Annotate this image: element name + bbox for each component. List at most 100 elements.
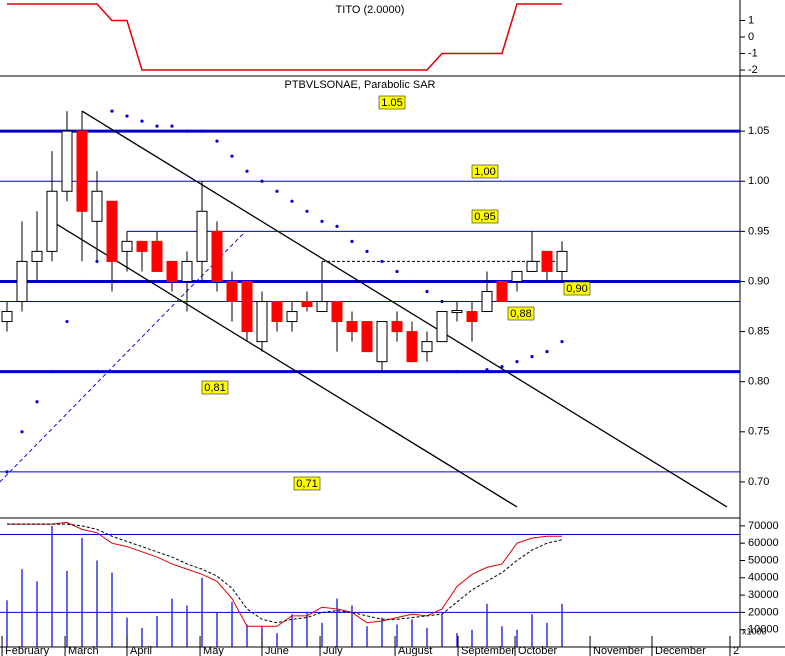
sar-dot bbox=[440, 299, 444, 304]
y-tick-label: 0.70 bbox=[748, 476, 769, 488]
indicator-line bbox=[7, 3, 562, 71]
sar-dot bbox=[455, 370, 459, 374]
sar-dot bbox=[470, 370, 474, 374]
sar-dot bbox=[230, 154, 234, 158]
x-tick-label: November bbox=[593, 645, 644, 656]
level-label-box bbox=[563, 281, 591, 296]
candle-body bbox=[556, 250, 568, 272]
sar-dot bbox=[275, 189, 279, 193]
sar-dot bbox=[50, 370, 54, 374]
trend-line bbox=[0, 230, 246, 483]
y-tick-label: 20000 bbox=[748, 606, 779, 618]
y-tick-label: -1 bbox=[748, 47, 758, 59]
level-label: 1,00 bbox=[474, 166, 495, 178]
x-tick-label: September bbox=[461, 645, 515, 656]
candle-body bbox=[31, 250, 43, 262]
y-tick-label: 0.90 bbox=[748, 275, 769, 287]
candle-body bbox=[76, 130, 88, 212]
sar-dot bbox=[155, 124, 159, 128]
x-tick-label: May bbox=[203, 645, 224, 656]
level-label-box bbox=[293, 476, 321, 491]
candle-body bbox=[526, 260, 538, 272]
sar-dot bbox=[380, 259, 384, 264]
candle-body bbox=[286, 311, 298, 323]
candle-body bbox=[496, 280, 508, 303]
candle-body bbox=[241, 280, 253, 333]
sar-dot bbox=[425, 289, 429, 294]
x-tick-label: June bbox=[265, 645, 289, 656]
y-tick-label: -2 bbox=[748, 64, 758, 76]
candle-body bbox=[91, 190, 103, 222]
candle-body bbox=[151, 240, 163, 272]
y-tick-label: 40000 bbox=[748, 572, 779, 584]
y-tick-label: 60000 bbox=[748, 537, 779, 549]
y-tick-label: 0.75 bbox=[748, 426, 769, 438]
sar-dot bbox=[200, 129, 204, 133]
sar-dot bbox=[290, 199, 294, 203]
y-tick-label: 1.05 bbox=[748, 125, 769, 137]
level-label-box bbox=[378, 95, 406, 110]
sar-dot bbox=[185, 129, 189, 133]
level-label-box bbox=[507, 306, 535, 321]
level-label: 0,88 bbox=[510, 308, 531, 320]
level-label: 0,81 bbox=[204, 382, 225, 394]
sar-dot bbox=[110, 109, 114, 113]
y-tick-label: 70000 bbox=[748, 520, 779, 532]
candle-body bbox=[421, 341, 433, 353]
sar-dot bbox=[35, 400, 39, 404]
y-tick-label: 1.00 bbox=[748, 175, 769, 187]
candle-body bbox=[226, 280, 238, 303]
sar-dot bbox=[95, 259, 99, 264]
sar-dot bbox=[530, 355, 534, 359]
candle-body bbox=[466, 311, 478, 323]
level-label: 1.05 bbox=[381, 97, 402, 109]
sar-dot bbox=[305, 209, 309, 213]
sar-dot bbox=[125, 114, 129, 118]
candle-body bbox=[61, 130, 73, 192]
sar-dot bbox=[245, 169, 249, 173]
candle-body bbox=[1, 311, 13, 323]
volume-average-line bbox=[7, 523, 563, 624]
sar-dot bbox=[395, 269, 399, 274]
x-tick-label: April bbox=[130, 645, 152, 656]
x-tick-label: March bbox=[68, 645, 99, 656]
trend-line bbox=[51, 220, 518, 508]
y-tick-label: 30000 bbox=[748, 589, 779, 601]
sar-dot bbox=[485, 368, 489, 372]
candle-body bbox=[451, 310, 463, 314]
candle-body bbox=[166, 260, 178, 282]
candle-body bbox=[511, 270, 523, 282]
sar-dot bbox=[560, 339, 564, 344]
sar-dot bbox=[20, 430, 24, 434]
candle-body bbox=[436, 311, 448, 343]
sar-dot bbox=[65, 319, 69, 324]
y-tick-label: 0 bbox=[748, 31, 754, 43]
candle-body bbox=[346, 321, 358, 333]
level-label-box bbox=[471, 209, 499, 224]
level-label: 0,71 bbox=[296, 478, 317, 490]
sar-dot bbox=[515, 360, 519, 364]
sar-dot bbox=[260, 179, 264, 183]
y-tick-label: 0.80 bbox=[748, 376, 769, 388]
x-tick-label: February bbox=[5, 645, 50, 656]
candle-body bbox=[211, 230, 223, 282]
chart-title: PTBVLSONAE, Parabolic SAR bbox=[284, 79, 435, 91]
candle-body bbox=[406, 331, 418, 363]
volume-average-line bbox=[7, 521, 562, 627]
level-label: 0,95 bbox=[474, 211, 495, 223]
level-label: 0,90 bbox=[566, 283, 587, 295]
sar-dot bbox=[140, 119, 144, 123]
candle-body bbox=[391, 321, 403, 333]
y-tick-label: 50000 bbox=[748, 554, 779, 566]
sar-dot bbox=[80, 279, 84, 284]
candle-body bbox=[181, 260, 193, 282]
candle-body bbox=[136, 240, 148, 252]
level-label-box bbox=[471, 164, 499, 179]
sar-dot bbox=[170, 124, 174, 128]
candle-body bbox=[316, 301, 328, 313]
candle-body bbox=[271, 301, 283, 323]
x-tick-label: July bbox=[323, 645, 343, 656]
candle-body bbox=[481, 290, 493, 313]
